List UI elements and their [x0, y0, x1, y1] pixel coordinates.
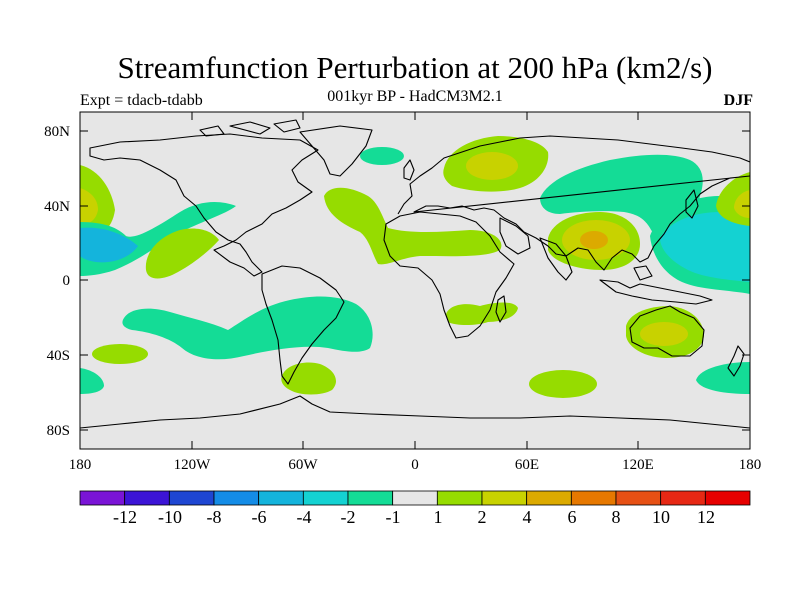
colorbar-label: -12	[113, 507, 137, 527]
colorbar-swatch	[615, 490, 662, 506]
colorbar	[79, 490, 751, 506]
colorbar-label: -4	[296, 507, 312, 527]
colorbar-swatch	[79, 490, 126, 506]
anomaly-southern-indian	[529, 370, 597, 398]
colorbar-swatch	[168, 490, 215, 506]
figure-title: Streamfunction Perturbation at 200 hPa (…	[117, 50, 713, 85]
coast-arabia	[499, 217, 531, 255]
colorbar-label: 1	[433, 507, 443, 527]
coast-new-zealand	[727, 345, 745, 377]
colorbar-swatch	[213, 490, 260, 506]
colorbar-label: 4	[522, 507, 532, 527]
figure-subtitle: 001kyr BP - HadCM3M2.1	[327, 88, 503, 105]
lon-label-180-east: 180	[738, 457, 762, 473]
colorbar-swatch	[704, 490, 751, 506]
colorbar-swatch	[570, 490, 617, 506]
coast-indonesia	[599, 265, 713, 305]
coast-north-america	[89, 133, 319, 277]
season-label: DJF	[723, 92, 753, 109]
coast-greenland	[299, 125, 373, 177]
anomaly-eastern-pacific	[145, 228, 219, 279]
colorbar-label: 12	[697, 507, 715, 527]
anomaly-south-west-edge	[80, 368, 104, 394]
lon-label-60w: 60W	[288, 457, 318, 473]
colorbar-swatch	[392, 490, 438, 506]
anomaly-southern-africa	[446, 302, 518, 325]
anomaly-north-pacific-west-inner	[80, 188, 98, 226]
anomaly-tibet-inner	[580, 231, 608, 249]
colorbar-label: -8	[206, 507, 222, 527]
colorbar-swatch	[124, 490, 170, 506]
coast-south-america	[261, 265, 345, 385]
coast-india	[539, 237, 573, 281]
experiment-label: Expt = tdacb-tdabb	[80, 92, 203, 109]
anomaly-europe-inner	[466, 152, 518, 180]
colorbar-label: 2	[477, 507, 487, 527]
colorbar-label: 6	[567, 507, 577, 527]
anomaly-south-pacific	[122, 296, 373, 360]
anomaly-australia-inner	[640, 322, 688, 346]
colorbar-swatch	[481, 490, 528, 506]
anomaly-sw-pacific-positive	[92, 344, 148, 364]
colorbar-swatch	[436, 490, 483, 506]
coast-britain	[403, 159, 415, 181]
colorbar-swatch	[526, 490, 572, 506]
colorbar-label: 8	[611, 507, 621, 527]
lon-label-60e: 60E	[514, 457, 540, 473]
lon-label-180-west: 180	[68, 457, 92, 473]
colorbar-swatch	[302, 490, 349, 506]
anomaly-north-atlantic	[324, 187, 502, 265]
coastlines	[80, 119, 750, 429]
lon-label-120w: 120W	[173, 457, 211, 473]
coast-japan	[685, 189, 699, 219]
colorbar-swatch	[258, 490, 304, 506]
anomaly-central-pacific-inner	[80, 227, 138, 263]
lat-label-equator: 0	[62, 273, 71, 289]
colorbar-label: 10	[652, 507, 670, 527]
colorbar-label: -6	[251, 507, 267, 527]
coast-antarctica	[80, 395, 750, 429]
colorbar-label: -1	[385, 507, 401, 527]
lon-label-120e: 120E	[622, 457, 654, 473]
anomaly-west-pacific-inner	[660, 212, 750, 282]
anomaly-ne-pacific-east-inner	[734, 190, 750, 218]
coast-arctic-islands	[199, 119, 301, 137]
lat-label-80n: 80N	[44, 124, 70, 140]
anomaly-arctic	[360, 147, 404, 165]
anomaly-south-east-edge	[696, 362, 750, 394]
colorbar-swatch	[660, 490, 706, 506]
lon-label-0: 0	[411, 457, 419, 473]
colorbar-label: -2	[340, 507, 356, 527]
axis-ticks	[80, 112, 750, 449]
coast-madagascar	[495, 295, 507, 323]
coast-australia	[629, 305, 705, 357]
lat-label-80s: 80S	[46, 423, 70, 439]
lat-label-40n: 40N	[44, 199, 70, 215]
coast-eurasia	[397, 135, 750, 271]
lat-label-40s: 40S	[46, 348, 70, 364]
colorbar-label: -10	[158, 507, 182, 527]
coast-africa	[383, 211, 515, 339]
colorbar-swatch	[347, 490, 394, 506]
